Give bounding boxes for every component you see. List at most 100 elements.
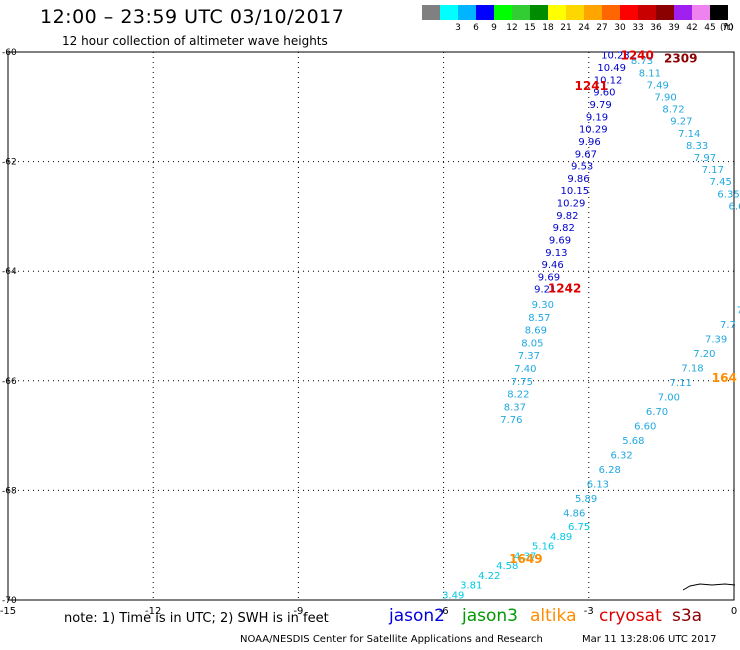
color-scale-label: 30 xyxy=(614,23,626,33)
wave-height-value: 4.86 xyxy=(563,508,585,519)
pass-time-label: 1649 xyxy=(509,552,542,566)
wave-height-value: 4.37 xyxy=(514,551,536,562)
wave-height-value: 9.21 xyxy=(534,285,556,296)
color-swatch xyxy=(710,5,728,20)
color-scale-label: 39 xyxy=(668,23,680,33)
pass-time-label: 164 xyxy=(712,371,737,385)
longitude-tick-label: -15 xyxy=(0,606,16,617)
wave-height-value: 9.46 xyxy=(541,260,563,271)
color-scale-label: 9 xyxy=(491,23,497,33)
wave-height-value: 9.82 xyxy=(553,223,575,234)
color-scale-label: 42 xyxy=(686,23,698,33)
wave-height-value: 10.23 xyxy=(601,51,630,62)
wave-height-value: 5.68 xyxy=(622,436,644,447)
coastline xyxy=(682,583,736,591)
wave-height-value: 6.75 xyxy=(568,522,590,533)
wave-height-value: 4.58 xyxy=(496,561,518,572)
wave-height-value: 9.86 xyxy=(567,174,589,185)
color-swatch xyxy=(638,5,656,20)
wave-height-value: 7.39 xyxy=(705,335,727,346)
wave-height-value: 7.45 xyxy=(710,177,732,188)
wave-height-value: 7.49 xyxy=(647,80,669,91)
wave-height-value: 9.79 xyxy=(590,100,612,111)
wave-height-value: 7.14 xyxy=(678,129,700,140)
longitude-tick-label: -3 xyxy=(584,606,594,617)
wave-height-value: 10.12 xyxy=(594,75,623,86)
wave-height-value: 10.15 xyxy=(560,186,589,197)
wave-height-value: 8.05 xyxy=(521,338,543,349)
wave-height-value: 9.96 xyxy=(578,137,600,148)
color-swatch xyxy=(494,5,512,20)
color-scale-label: 27 xyxy=(596,23,608,33)
wave-height-value: 6.32 xyxy=(610,450,632,461)
map-grid xyxy=(8,52,734,600)
wave-height-value: 7.75 xyxy=(511,377,533,388)
legend-jason3: jason3 xyxy=(462,606,518,626)
wave-height-value: 10.29 xyxy=(579,125,608,136)
wave-height-value: 7.90 xyxy=(655,93,677,104)
latitude-tick-label: -62 xyxy=(2,158,17,168)
map-note: note: 1) Time is in UTC; 2) SWH is in fe… xyxy=(64,611,329,626)
wave-height-value: 7.00 xyxy=(658,392,680,403)
longitude-tick-label: -9 xyxy=(293,606,303,617)
wave-height-value: 9.69 xyxy=(538,272,560,283)
wave-height-value: 6.6 xyxy=(728,201,740,212)
color-scale-unit: (ft) xyxy=(720,23,734,33)
map-subtitle: 12 hour collection of altimeter wave hei… xyxy=(62,34,328,48)
wave-height-value: 7 xyxy=(737,306,740,317)
wave-height-value: 9.53 xyxy=(571,162,593,173)
color-scale-label: 3 xyxy=(455,23,461,33)
color-swatch xyxy=(512,5,530,20)
latitude-tick-label: -64 xyxy=(2,267,17,277)
wave-height-value: 3.81 xyxy=(460,581,482,592)
wave-height-value: 10.49 xyxy=(597,63,626,74)
color-swatch xyxy=(656,5,674,20)
color-scale-label: 18 xyxy=(542,23,554,33)
wave-height-value: 7.40 xyxy=(514,364,536,375)
wave-height-value: 9.27 xyxy=(670,117,692,128)
wave-height-value: 7.17 xyxy=(702,165,724,176)
axis-ticks: -15 -12 -9 -6 -3 0 -60 -62 -64 -66 -68 -70 xyxy=(0,48,737,617)
color-swatch xyxy=(620,5,638,20)
color-swatch xyxy=(476,5,494,20)
wave-height-value: 7.18 xyxy=(681,363,703,374)
color-scale-label: 70 xyxy=(722,23,734,33)
wave-height-value: 9.13 xyxy=(545,248,567,259)
wave-height-value: 7.37 xyxy=(518,351,540,362)
color-scale-label: 21 xyxy=(560,23,572,33)
color-scale-label: 36 xyxy=(650,23,662,33)
color-swatch xyxy=(692,5,710,20)
pass-time-label: 1242 xyxy=(548,282,581,296)
color-scale-label: 12 xyxy=(506,23,518,33)
color-swatch xyxy=(422,5,440,20)
wave-height-value: 8.11 xyxy=(639,68,661,79)
wave-height-value: 8.57 xyxy=(528,313,550,324)
wave-height-value: 6.13 xyxy=(587,479,609,490)
color-scale-label: 45 xyxy=(704,23,716,33)
wave-height-value: 8.37 xyxy=(504,402,526,413)
wave-height-value: 5.16 xyxy=(532,542,554,553)
wave-height-value: 8.69 xyxy=(525,326,547,337)
credit-timestamp: Mar 11 13:28:06 UTC 2017 xyxy=(582,634,717,645)
wave-height-value: 6.28 xyxy=(599,465,621,476)
wave-height-value: 7.20 xyxy=(693,349,715,360)
latitude-tick-label: -68 xyxy=(2,486,17,496)
color-scale-label: 24 xyxy=(578,23,590,33)
color-swatch xyxy=(566,5,584,20)
wave-height-value: 8.22 xyxy=(507,390,529,401)
color-swatch xyxy=(458,5,476,20)
wave-height-value: 7.97 xyxy=(694,153,716,164)
wave-height-value: 9.19 xyxy=(586,112,608,123)
wave-height-value: 4.22 xyxy=(478,571,500,582)
wave-height-value: 6.35 xyxy=(717,189,739,200)
color-scale-label: 15 xyxy=(524,23,536,33)
credit-organization: NOAA/NESDIS Center for Satellite Applica… xyxy=(240,634,543,645)
wave-height-value: 4.89 xyxy=(550,532,572,543)
color-swatch xyxy=(548,5,566,20)
legend-jason2: jason2 xyxy=(389,606,445,626)
color-swatch xyxy=(530,5,548,20)
wave-height-value: 8.33 xyxy=(686,141,708,152)
color-swatch xyxy=(584,5,602,20)
wave-height-value: 7.11 xyxy=(670,378,692,389)
